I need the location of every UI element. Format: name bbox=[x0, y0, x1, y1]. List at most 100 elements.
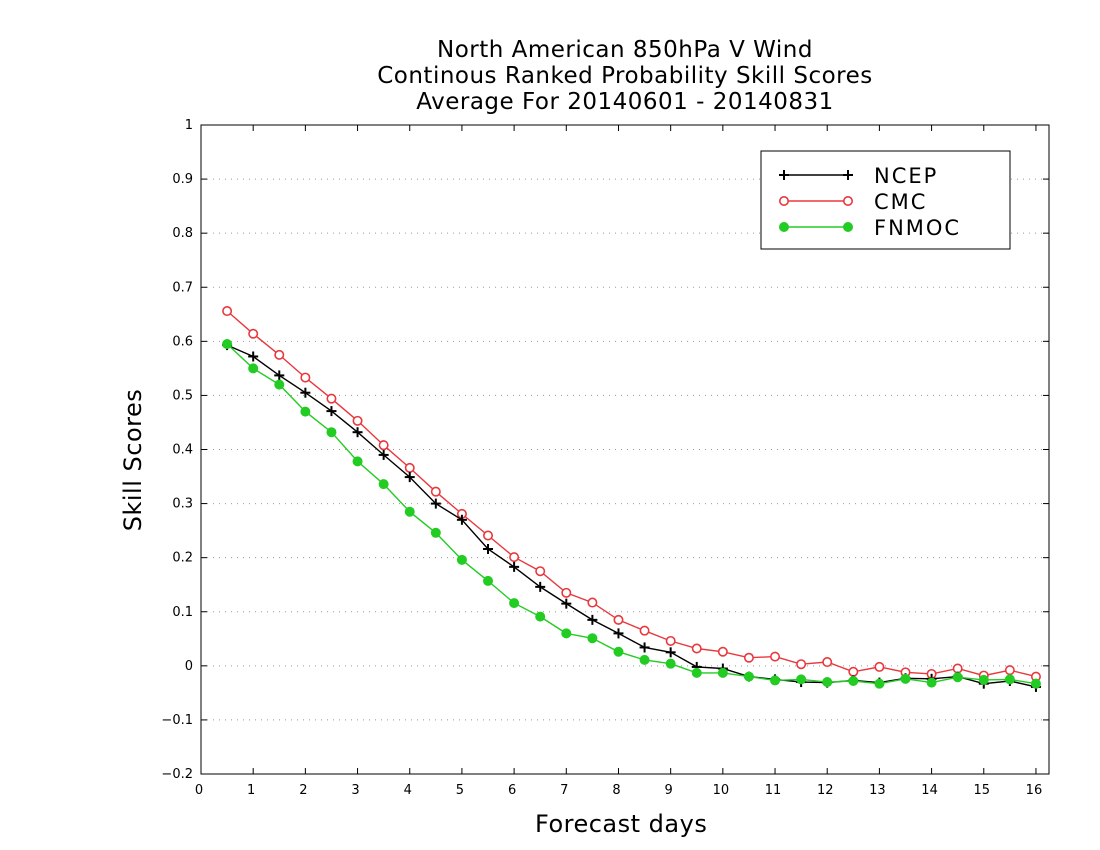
data-point-ncep bbox=[535, 581, 546, 592]
data-point-fnmoc bbox=[848, 675, 859, 686]
chart-title-line-1: North American 850hPa V Wind bbox=[437, 37, 813, 63]
y-tick-label: 0.7 bbox=[172, 280, 193, 295]
x-tick-label: 12 bbox=[817, 783, 834, 798]
data-point-fnmoc bbox=[378, 479, 389, 490]
data-point-ncep bbox=[779, 170, 789, 180]
data-point-cmc bbox=[665, 635, 676, 646]
data-point-fnmoc bbox=[222, 339, 233, 350]
data-point-fnmoc bbox=[561, 628, 572, 639]
data-point-ncep bbox=[483, 544, 494, 555]
y-tick-label: 0.4 bbox=[172, 443, 193, 458]
data-point-fnmoc bbox=[717, 667, 728, 678]
data-point-ncep bbox=[248, 351, 259, 362]
data-point-ncep bbox=[665, 647, 676, 658]
data-point-cmc bbox=[778, 196, 789, 207]
data-point-fnmoc bbox=[843, 222, 853, 232]
data-point-fnmoc bbox=[456, 554, 467, 565]
data-point-ncep bbox=[300, 387, 311, 398]
data-point-cmc bbox=[639, 625, 650, 636]
data-point-ncep bbox=[613, 628, 624, 639]
data-point-cmc bbox=[613, 614, 624, 625]
y-tick-label: 0.5 bbox=[172, 388, 193, 403]
data-point-cmc bbox=[326, 393, 337, 404]
legend-label-cmc: CMC bbox=[874, 190, 927, 214]
y-tick-label: 0.1 bbox=[172, 605, 193, 620]
data-point-fnmoc bbox=[483, 575, 494, 586]
data-point-fnmoc bbox=[822, 677, 833, 688]
x-tick-label: 0 bbox=[195, 783, 203, 798]
legend-label-fnmoc: FNMOC bbox=[874, 216, 961, 240]
data-point-ncep bbox=[378, 449, 389, 460]
data-point-cmc bbox=[1004, 665, 1015, 676]
data-point-fnmoc bbox=[587, 633, 598, 644]
data-point-fnmoc bbox=[665, 658, 676, 669]
y-tick-label: 0.3 bbox=[172, 497, 193, 512]
legend-box bbox=[760, 150, 1011, 250]
data-point-fnmoc bbox=[613, 646, 624, 657]
x-tick-label: 5 bbox=[456, 783, 464, 798]
x-tick-label: 10 bbox=[713, 783, 730, 798]
legend-item-fnmoc: FNMOC bbox=[779, 216, 961, 240]
data-point-ncep bbox=[352, 427, 363, 438]
data-point-fnmoc bbox=[743, 671, 754, 682]
data-point-cmc bbox=[743, 652, 754, 663]
y-tick-label: 0.8 bbox=[172, 226, 193, 241]
data-point-ncep bbox=[843, 170, 853, 180]
x-tick-label: 4 bbox=[404, 783, 412, 798]
data-point-cmc bbox=[352, 415, 363, 426]
data-point-ncep bbox=[404, 472, 415, 483]
data-point-cmc bbox=[822, 657, 833, 668]
x-tick-label: 6 bbox=[508, 783, 516, 798]
data-point-cmc bbox=[404, 462, 415, 473]
data-point-cmc bbox=[717, 646, 728, 657]
series-line-cmc bbox=[226, 310, 1037, 678]
data-point-fnmoc bbox=[770, 675, 781, 686]
data-point-fnmoc bbox=[1030, 678, 1041, 689]
y-tick-label: −0.2 bbox=[161, 767, 193, 782]
x-tick-label: 8 bbox=[612, 783, 620, 798]
data-point-fnmoc bbox=[404, 506, 415, 517]
data-point-fnmoc bbox=[274, 379, 285, 390]
series-fnmoc bbox=[222, 339, 1041, 689]
data-point-cmc bbox=[796, 659, 807, 670]
data-point-cmc bbox=[691, 643, 702, 654]
data-point-cmc bbox=[848, 666, 859, 677]
chart-title-line-3: Average For 20140601 - 20140831 bbox=[416, 89, 834, 115]
data-point-cmc bbox=[874, 661, 885, 672]
data-point-fnmoc bbox=[978, 674, 989, 685]
data-point-fnmoc bbox=[874, 678, 885, 689]
data-point-cmc bbox=[300, 372, 311, 383]
data-point-fnmoc bbox=[691, 667, 702, 678]
x-tick-label: 16 bbox=[1026, 783, 1043, 798]
data-point-ncep bbox=[561, 598, 572, 609]
x-tick-label: 13 bbox=[869, 783, 886, 798]
data-point-fnmoc bbox=[900, 673, 911, 684]
data-point-fnmoc bbox=[509, 598, 520, 609]
data-point-cmc bbox=[483, 530, 494, 541]
x-tick-label: 1 bbox=[247, 783, 255, 798]
legend-item-ncep: NCEP bbox=[779, 164, 936, 188]
x-tick-label: 15 bbox=[973, 783, 990, 798]
series-cmc bbox=[222, 306, 1041, 682]
data-point-ncep bbox=[430, 498, 441, 509]
y-axis-ticks: −0.2 −0.1 0 0.1 0.2 0.3 0.4 0.5 0.6 0.7 0.8 0.9 1 bbox=[161, 118, 1049, 782]
y-tick-label: 0.6 bbox=[172, 334, 193, 349]
data-point-fnmoc bbox=[326, 427, 337, 438]
x-axis-ticks: 0 1 2 3 4 5 6 7 8 9 10 11 12 13 14 15 16 bbox=[195, 125, 1042, 798]
data-point-fnmoc bbox=[300, 406, 311, 417]
data-point-fnmoc bbox=[1004, 674, 1015, 685]
data-point-fnmoc bbox=[352, 456, 363, 467]
data-point-ncep bbox=[587, 614, 598, 625]
data-point-fnmoc bbox=[639, 654, 650, 665]
y-tick-label: 1 bbox=[185, 118, 193, 133]
data-point-cmc bbox=[842, 196, 853, 207]
x-tick-label: 11 bbox=[765, 783, 782, 798]
data-point-cmc bbox=[222, 306, 233, 317]
data-point-cmc bbox=[509, 552, 520, 563]
y-tick-label: −0.1 bbox=[161, 713, 193, 728]
data-point-fnmoc bbox=[535, 611, 546, 622]
data-point-fnmoc bbox=[926, 677, 937, 688]
chart-title-line-2: Continous Ranked Probability Skill Score… bbox=[377, 63, 873, 89]
data-point-cmc bbox=[770, 651, 781, 662]
